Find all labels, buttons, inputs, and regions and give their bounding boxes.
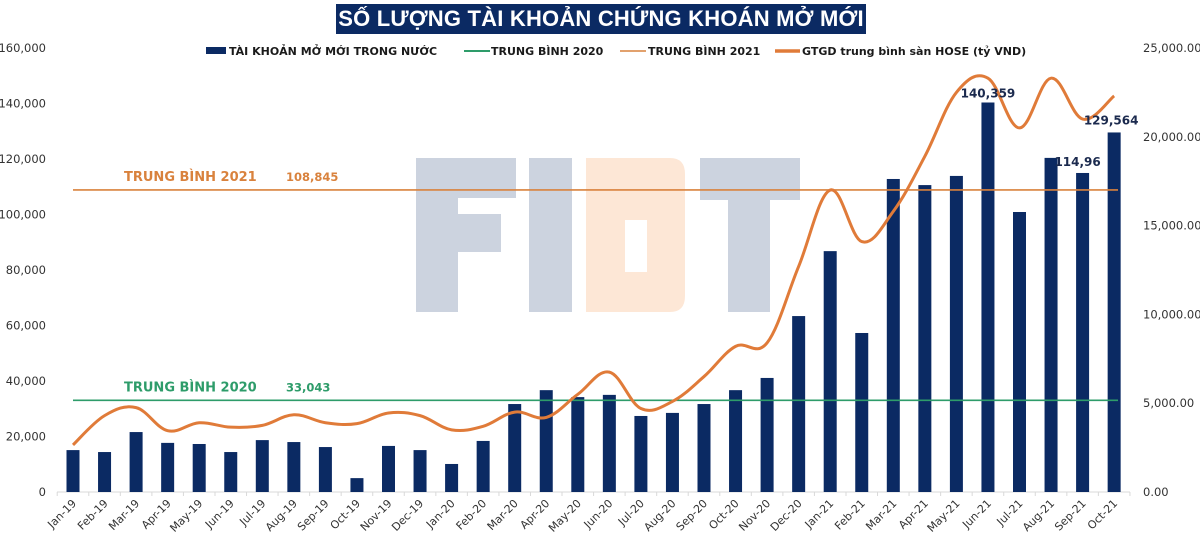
data-label-jun-21: 140,359 xyxy=(961,87,1016,101)
bar xyxy=(382,445,395,492)
legend-bar-swatch xyxy=(206,47,226,54)
bar-series xyxy=(66,102,1121,493)
x-axis-tick: Dec-20 xyxy=(768,497,805,534)
bar xyxy=(318,447,332,492)
x-axis-tick: Aug-20 xyxy=(641,497,678,534)
bar xyxy=(224,452,238,492)
bar xyxy=(98,452,112,492)
left-axis-tick: 60,000 xyxy=(6,319,46,333)
x-axis-tick: Jan-19 xyxy=(45,497,80,532)
x-axis-tick: Jun-21 xyxy=(959,497,994,532)
bar xyxy=(350,478,364,492)
left-axis-tick: 100,000 xyxy=(0,208,46,222)
legend-label-avg-2021: TRUNG BÌNH 2021 xyxy=(648,45,760,58)
bar xyxy=(981,102,995,492)
x-axis-tick: May-20 xyxy=(546,497,584,535)
x-axis-tick: Sep-20 xyxy=(674,497,711,534)
left-axis-tick: 20,000 xyxy=(6,430,46,444)
x-axis-tick: Mar-19 xyxy=(106,497,142,533)
right-axis-tick: 25,000.00 xyxy=(1143,41,1200,55)
right-axis-tick: 0.00 xyxy=(1143,485,1169,499)
data-label-oct-21: 129,564 xyxy=(1084,113,1139,127)
x-axis-tick: Jan-20 xyxy=(423,497,458,532)
bar xyxy=(949,175,963,493)
bar xyxy=(161,442,175,492)
bar xyxy=(697,404,711,492)
bar xyxy=(508,404,522,492)
left-axis-tick: 140,000 xyxy=(0,97,46,111)
x-axis-tick: Oct-20 xyxy=(706,497,741,532)
data-label-sep-21: 114,96 xyxy=(1054,155,1100,169)
bar xyxy=(886,178,900,493)
bar xyxy=(855,332,869,492)
x-axis-tick: Feb-19 xyxy=(75,497,111,533)
bar xyxy=(1044,157,1058,492)
hose-trading-value-line xyxy=(71,74,1116,447)
left-axis-tick: 160,000 xyxy=(0,41,46,55)
right-axis-tick: 5,000.00 xyxy=(1143,396,1194,410)
x-axis-tick: Sep-21 xyxy=(1052,497,1089,534)
left-axis-tick: 80,000 xyxy=(6,263,46,277)
right-axis-tick: 10,000.00 xyxy=(1143,307,1200,321)
legend: TÀI KHOẢN MỞ MỚI TRONG NƯỚC TRUNG BÌNH 20… xyxy=(206,44,1026,58)
right-axis-tick: 15,000.00 xyxy=(1143,219,1200,233)
x-axis-tick: Jun-20 xyxy=(581,497,616,532)
avg-2021-label: TRUNG BÌNH 2021 xyxy=(124,169,257,185)
x-axis-tick: Aug-21 xyxy=(1020,497,1057,534)
left-axis-tick: 40,000 xyxy=(6,374,46,388)
avg-2020-label: TRUNG BÌNH 2020 xyxy=(124,379,257,395)
bar xyxy=(287,442,301,492)
bar xyxy=(1107,132,1121,492)
bar xyxy=(602,394,616,492)
bar xyxy=(413,450,427,492)
bar xyxy=(665,412,679,492)
legend-label-hose: GTGD trung bình sàn HOSE (tỷ VND) xyxy=(802,45,1026,58)
bar xyxy=(129,432,143,492)
avg-2021-value: 108,845 xyxy=(286,170,338,184)
bar xyxy=(823,251,837,492)
x-axis-tick: Sep-19 xyxy=(295,497,332,534)
right-axis-tick: 20,000.00 xyxy=(1143,130,1200,144)
bar xyxy=(1076,172,1090,492)
left-axis: 0 20,000 40,000 60,000 80,000 100,000 120,000 1… xyxy=(0,41,46,499)
left-axis-tick: 0 xyxy=(39,485,46,499)
x-axis-tick: Jan-21 xyxy=(802,497,837,532)
x-axis-tick: Oct-19 xyxy=(328,497,363,532)
x-axis-tick: Mar-20 xyxy=(485,497,521,533)
bar xyxy=(792,316,806,492)
legend-label-avg-2020: TRUNG BÌNH 2020 xyxy=(491,45,604,58)
watermark-logo xyxy=(416,158,800,312)
bar xyxy=(476,440,490,492)
bar xyxy=(539,390,553,492)
bar xyxy=(634,415,648,492)
x-axis-tick: May-19 xyxy=(167,497,205,535)
x-axis-tick: Aug-19 xyxy=(263,497,300,534)
bar xyxy=(729,390,743,492)
x-axis-tick: Mar-21 xyxy=(863,497,899,533)
bar xyxy=(918,185,932,492)
bar xyxy=(760,377,774,492)
chart-title: SỐ LƯỢNG TÀI KHOẢN CHỨNG KHOÁN MỞ MỚI xyxy=(336,4,866,34)
x-axis-tick: Dec-19 xyxy=(389,497,426,534)
x-axis-tick: Jun-19 xyxy=(202,497,237,532)
avg-2020-value: 33,043 xyxy=(286,380,330,394)
bar xyxy=(66,450,80,492)
x-axis-tick: Nov-19 xyxy=(358,497,395,534)
x-axis-tick: Feb-20 xyxy=(454,497,490,533)
left-axis-tick: 120,000 xyxy=(0,152,46,166)
bar xyxy=(192,443,206,492)
bar xyxy=(571,397,585,492)
x-axis-tick: May-21 xyxy=(925,497,963,535)
x-axis-tick: Nov-20 xyxy=(736,497,773,534)
right-axis: 0.00 5,000.00 10,000.00 15,000.00 20,000.00 2… xyxy=(1143,41,1200,499)
bar xyxy=(255,440,269,492)
bar xyxy=(1013,212,1026,492)
x-axis-tick: Oct-21 xyxy=(1085,497,1120,532)
legend-label-accounts: TÀI KHOẢN MỞ MỚI TRONG NƯỚC xyxy=(229,44,437,58)
x-axis-tick: Feb-21 xyxy=(832,497,868,533)
bar xyxy=(445,463,459,492)
